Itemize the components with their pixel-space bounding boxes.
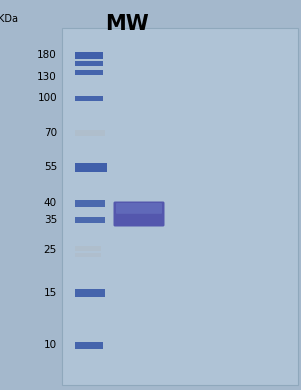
Bar [75, 130, 105, 136]
Bar [75, 217, 105, 223]
Bar [75, 253, 101, 257]
Bar [75, 342, 103, 349]
Bar [75, 163, 107, 172]
Bar [75, 69, 103, 74]
Bar [75, 96, 103, 101]
Bar [62, 28, 298, 385]
FancyBboxPatch shape [113, 202, 165, 227]
Bar [75, 245, 101, 250]
FancyBboxPatch shape [116, 203, 162, 214]
Text: 35: 35 [44, 215, 57, 225]
Text: 15: 15 [44, 288, 57, 298]
Text: 70: 70 [44, 128, 57, 138]
Bar [75, 289, 105, 297]
Text: KDa: KDa [0, 14, 18, 24]
Text: 100: 100 [37, 93, 57, 103]
Bar [75, 51, 103, 58]
Text: MW: MW [105, 14, 149, 34]
Text: 180: 180 [37, 50, 57, 60]
Text: 25: 25 [44, 245, 57, 255]
Text: 130: 130 [37, 72, 57, 82]
Text: 40: 40 [44, 198, 57, 208]
Bar [75, 60, 103, 66]
Text: 55: 55 [44, 162, 57, 172]
Bar [75, 200, 105, 206]
Text: 10: 10 [44, 340, 57, 350]
